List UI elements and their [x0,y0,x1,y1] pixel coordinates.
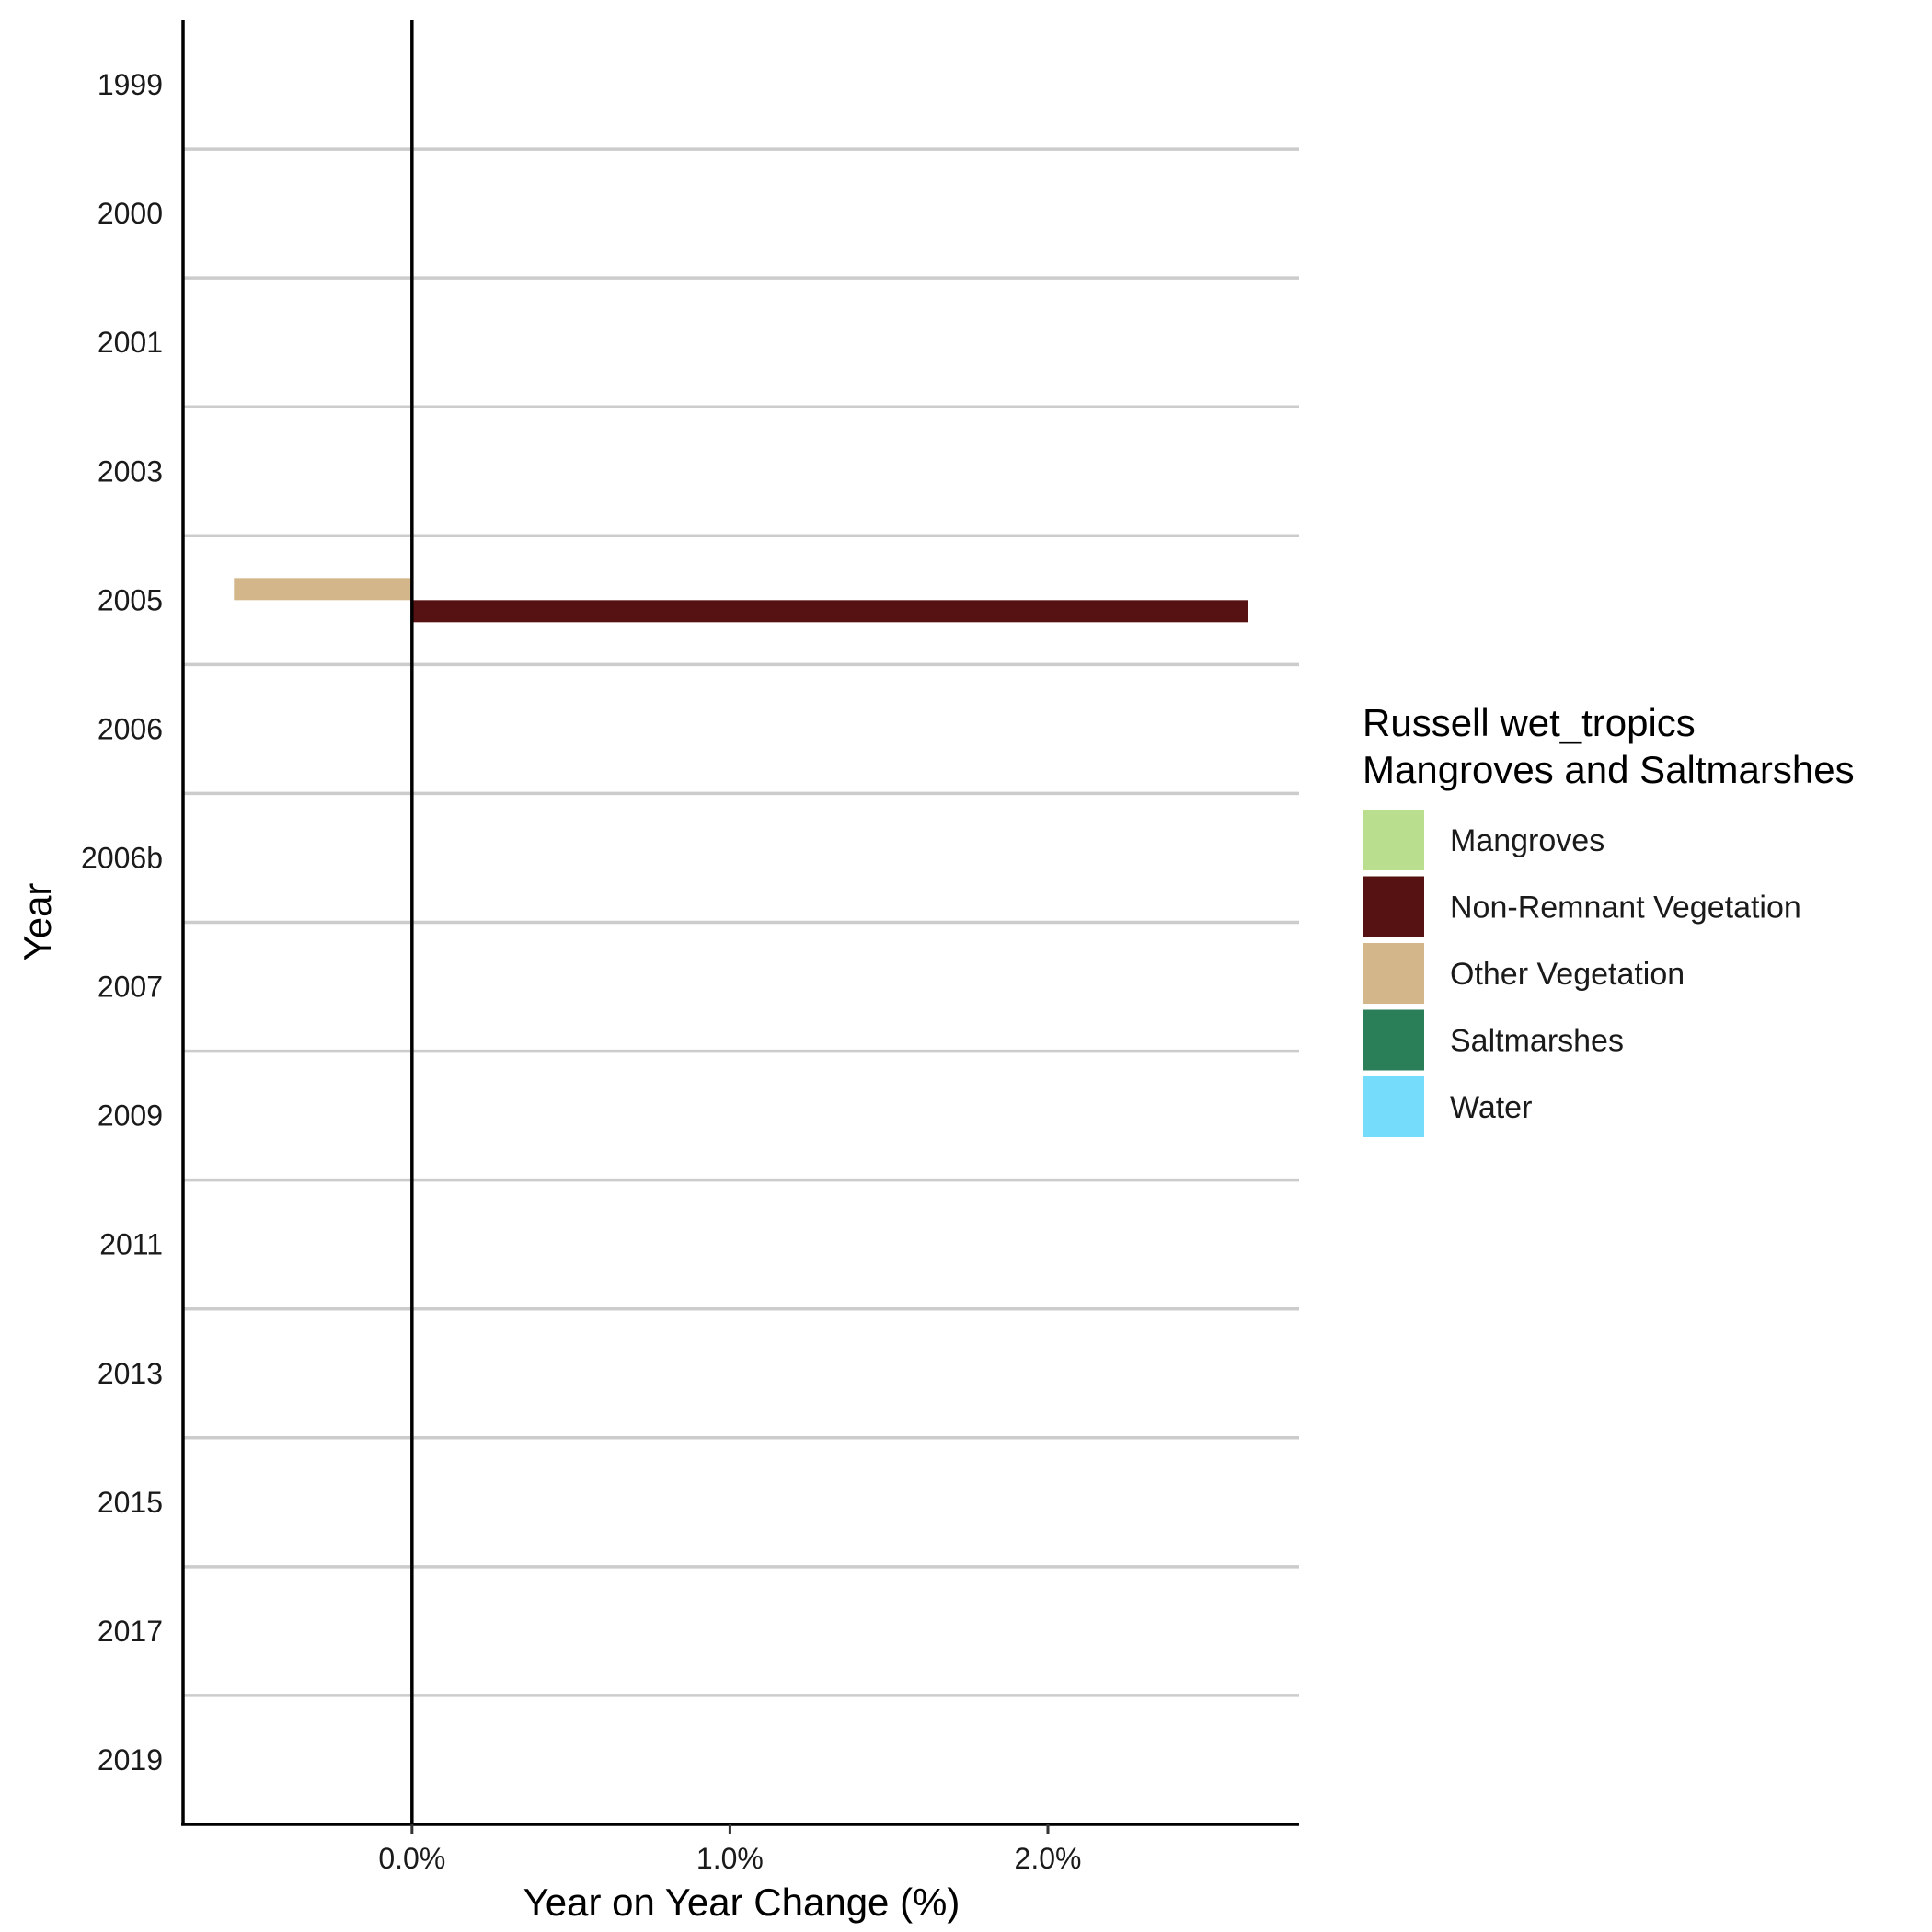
y-tick-label: 2013 [98,1357,163,1390]
y-tick-label: 2009 [98,1099,163,1133]
legend-label: Other Vegetation [1450,957,1685,992]
grid-lines [183,147,1299,1697]
bar [234,578,412,601]
y-tick-label: 2005 [98,583,163,616]
legend-key [1362,1075,1426,1139]
x-tick-label: 1.0% [696,1842,764,1875]
x-tick-label: 2.0% [1015,1842,1082,1875]
legend-label: Non-Remnant Vegetation [1450,891,1801,926]
y-axis-ticks: 1999 2000 2001 2003 2005 2006 2006b 2007 2009 201… [81,68,163,1777]
y-tick-label: 2003 [98,454,163,488]
y-tick-label: 2017 [98,1615,163,1648]
y-tick-label: 1999 [98,68,163,101]
y-tick-label: 2011 [99,1228,163,1261]
y-tick-label: 2015 [98,1486,163,1519]
y-tick-label: 2006b [81,841,163,874]
legend-key [1362,808,1426,872]
x-tick-label: 0.0% [378,1842,445,1875]
legend-key [1362,941,1426,1006]
y-tick-label: 2000 [98,197,163,230]
y-tick-label: 2006 [98,712,163,745]
legend-label: Mangroves [1450,823,1604,858]
x-axis-ticks: 0.0% 1.0% 2.0% [378,1824,1081,1875]
legend-key [1362,1007,1426,1073]
bars [234,578,1248,623]
legend-key [1362,874,1426,939]
y-tick-label: 2019 [98,1743,163,1777]
bar [411,600,1248,623]
y-tick-label: 2007 [98,971,163,1004]
legend: Russell wet_tropics Mangroves and Saltma… [1362,701,1855,1139]
legend-title-line-2: Mangroves and Saltmarshes [1363,748,1855,791]
y-axis-title: Year [16,883,59,961]
legend-title-line-1: Russell wet_tropics [1363,701,1696,744]
legend-label: Water [1450,1090,1532,1125]
x-axis-title: Year on Year Change (%) [523,1880,960,1924]
legend-label: Saltmarshes [1450,1024,1624,1059]
y-tick-label: 2001 [98,326,163,359]
